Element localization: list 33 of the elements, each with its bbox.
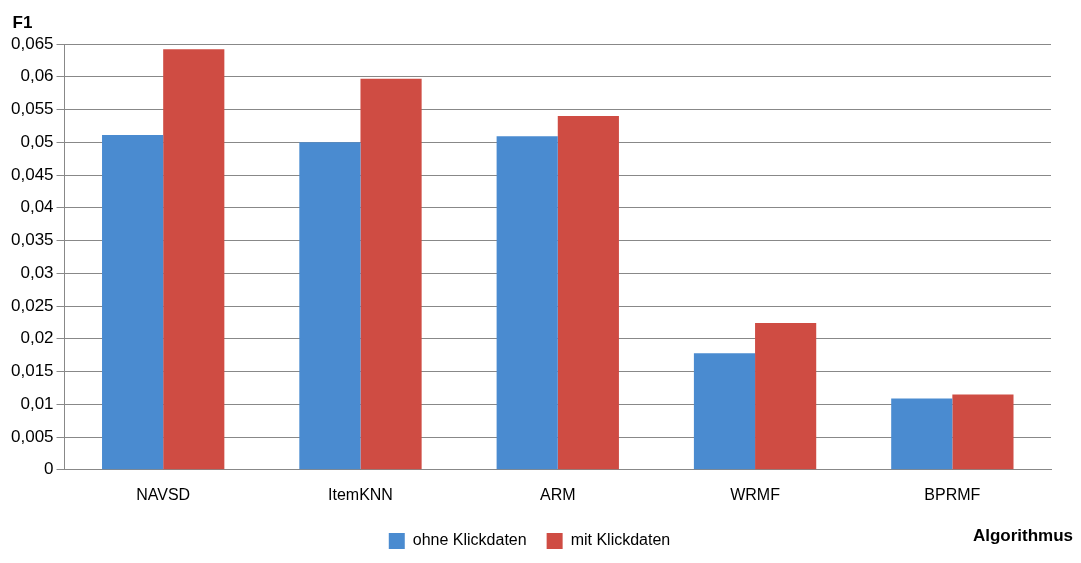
y-tick-label: 0,035 bbox=[10, 230, 54, 250]
y-tick-label: 0,05 bbox=[20, 131, 54, 151]
y-tick-label: 0 bbox=[44, 459, 54, 479]
x-tick-label: BPRMF bbox=[924, 485, 981, 503]
x-tick-label: WRMF bbox=[730, 485, 781, 503]
y-tick-label: 0,02 bbox=[20, 328, 54, 348]
legend-label: mit Klickdaten bbox=[570, 531, 671, 549]
y-tick-label: 0,03 bbox=[20, 262, 54, 282]
bar bbox=[952, 394, 1014, 470]
legend-label: ohne Klickdaten bbox=[412, 531, 527, 549]
y-tick-label: 0,025 bbox=[10, 295, 54, 315]
y-tick-label: 0,065 bbox=[10, 33, 54, 53]
y-tick-label: 0,015 bbox=[10, 361, 54, 381]
bar bbox=[360, 78, 422, 470]
bar bbox=[557, 116, 619, 470]
bar bbox=[102, 135, 164, 470]
y-axis-title: F1 bbox=[12, 13, 33, 33]
x-tick-label: NAVSD bbox=[136, 485, 191, 503]
y-tick-label: 0,06 bbox=[20, 66, 54, 86]
bar bbox=[891, 398, 953, 470]
bar bbox=[755, 323, 817, 470]
y-tick-label: 0,01 bbox=[20, 393, 54, 413]
bar bbox=[163, 49, 225, 470]
y-tick-label: 0,04 bbox=[20, 197, 54, 217]
x-tick-label: ItemKNN bbox=[328, 485, 393, 503]
y-tick-label: 0,005 bbox=[10, 426, 54, 446]
x-axis-title: Algorithmus bbox=[972, 525, 1073, 545]
y-tick-label: 0,045 bbox=[10, 164, 54, 184]
bar bbox=[693, 353, 756, 470]
bar bbox=[496, 136, 558, 470]
y-tick-label: 0,055 bbox=[10, 99, 54, 119]
x-tick-label: ARM bbox=[539, 485, 576, 503]
bar bbox=[299, 142, 361, 470]
